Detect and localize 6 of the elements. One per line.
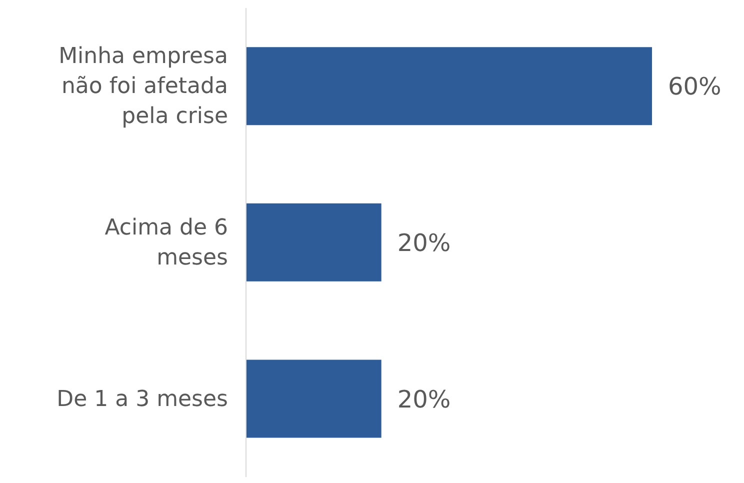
data-label: 60% — [668, 72, 722, 101]
y-tick-label: Acima de 6 meses — [104, 215, 228, 270]
y-tick-label: Minha empresa não foi afetada pela crise — [58, 44, 228, 129]
data-label: 20% — [397, 228, 451, 257]
data-label: 20% — [397, 385, 451, 414]
y-tick-label: De 1 a 3 meses — [56, 386, 228, 412]
